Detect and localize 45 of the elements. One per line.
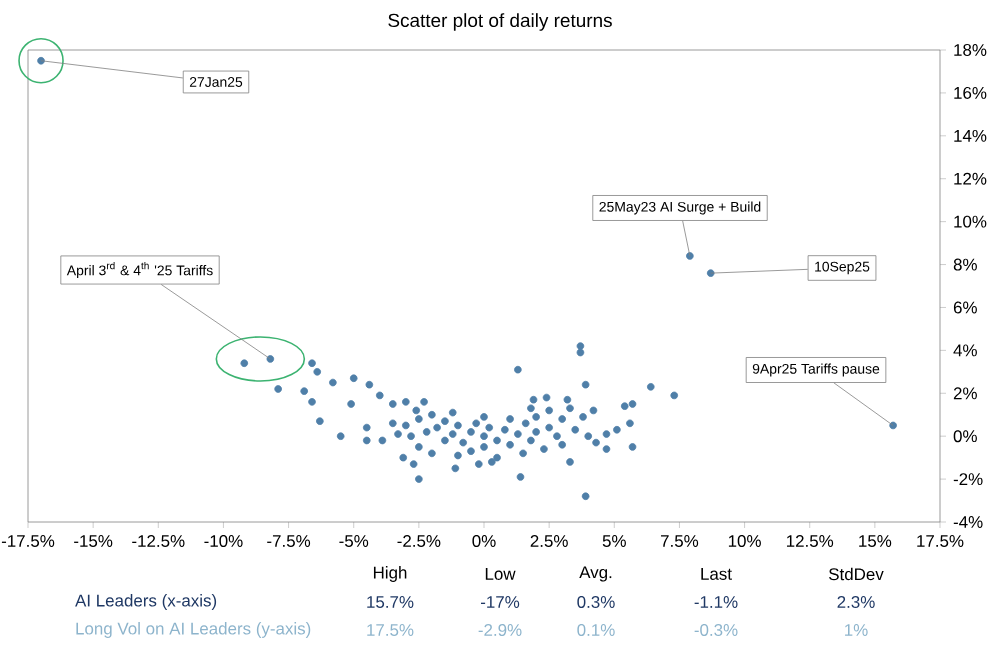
text: Avg.	[579, 566, 612, 582]
text: 1%	[845, 624, 868, 636]
text: -1.1%	[694, 596, 738, 608]
x-tick-label: -5%	[339, 535, 369, 547]
text: -17%	[480, 596, 520, 608]
x-tick-label: -12.5%	[132, 535, 185, 548]
x-tick-label: -17.5%	[1, 535, 55, 547]
text: 0.3%	[577, 596, 615, 608]
x-tick-label: -7.5%	[267, 535, 311, 547]
text: 17.5%	[367, 624, 414, 636]
y-tick-label: 16%	[954, 86, 987, 99]
text: -0.3%	[694, 624, 738, 636]
x-tick-label: 10%	[728, 535, 761, 548]
x-tick-label: 7.5%	[661, 535, 699, 547]
y-tick-label: -4%	[953, 516, 983, 528]
x-tick-label: 0%	[472, 535, 496, 548]
text: 15.7%	[367, 596, 414, 608]
y-tick-label: 18%	[954, 44, 987, 56]
text: 0.1%	[577, 624, 615, 636]
text: Last	[701, 568, 732, 580]
text: AI Leaders (x-axis)	[75, 594, 217, 610]
chart-title: Scatter plot of daily returns	[388, 13, 612, 31]
x-tick-label: 17.5%	[917, 535, 964, 547]
text: StdDev	[829, 567, 884, 581]
x-tick-label: 15%	[859, 535, 892, 547]
x-tick-label: -10%	[204, 535, 243, 548]
x-tick-label: 12.5%	[786, 535, 834, 548]
y-tick-label: 8%	[953, 258, 977, 271]
text: -2.9%	[478, 624, 522, 636]
x-tick-label: 5%	[602, 535, 626, 547]
text: Long Vol on AI Leaders (y-axis)	[76, 622, 311, 638]
y-tick-label: 0%	[953, 430, 977, 443]
x-tick-label: -15%	[74, 535, 113, 547]
text: 2.3%	[837, 596, 875, 608]
y-tick-label: 14%	[954, 129, 987, 142]
x-tick-label: -2.5%	[397, 535, 441, 548]
x-tick-label: 2.5%	[530, 535, 568, 548]
y-tick-label: -2%	[953, 473, 983, 486]
y-tick-label: 12%	[954, 172, 987, 185]
text: High	[373, 566, 407, 582]
text: Low	[485, 568, 516, 580]
y-tick-label: 4%	[953, 344, 977, 357]
y-tick-label: 10%	[954, 215, 987, 228]
y-tick-label: 2%	[953, 387, 977, 400]
y-tick-label: 6%	[953, 301, 977, 314]
